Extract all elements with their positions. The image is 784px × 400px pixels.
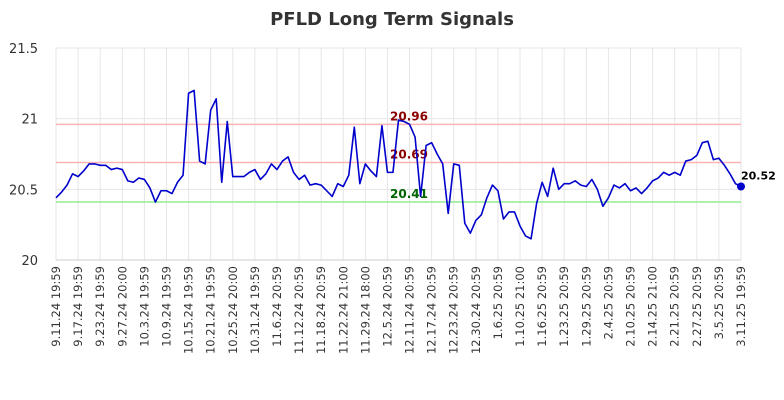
x-tick-label: 12.23.24 20:59: [447, 266, 461, 354]
x-tick-label: 11.6.24 20:59: [270, 266, 284, 347]
x-tick-label: 11.29.24 18:00: [358, 266, 372, 354]
grid-lines: [55, 47, 742, 261]
series-line: [55, 89, 742, 240]
x-tick-label: 10.31.24 19:59: [248, 266, 262, 354]
x-tick-label: 2.14.25 21:00: [646, 266, 660, 347]
y-tick-label: 20.5: [9, 183, 38, 198]
x-tick-label: 12.11.24 20:59: [403, 266, 417, 354]
x-tick-label: 11.12.24 20:59: [292, 266, 306, 354]
y-tick-label: 20: [21, 254, 38, 269]
last-value-label: 20.52: [741, 170, 776, 183]
x-tick-label: 1.10.25 21:00: [513, 266, 527, 347]
last-point: 20.52: [737, 170, 776, 191]
x-tick-label: 9.23.24 19:59: [93, 266, 107, 347]
signal-level-label: 20.41: [390, 187, 428, 201]
x-tick-label: 12.5.24 20:59: [380, 266, 394, 347]
signal-level-label: 20.69: [390, 147, 428, 161]
x-tick-label: 10.3.24 19:59: [137, 266, 151, 347]
y-tick-label: 21: [21, 113, 38, 128]
y-axis: 20 20.5 21 21.5: [9, 42, 38, 269]
x-tick-label: 9.27.24 20:00: [115, 266, 129, 347]
y-tick-label: 21.5: [9, 42, 38, 57]
x-tick-label: 1.23.25 20:59: [557, 266, 571, 347]
x-tick-label: 9.17.24 19:59: [71, 266, 85, 347]
x-tick-label: 1.29.25 20:59: [579, 266, 593, 347]
chart-title: PFLD Long Term Signals: [270, 9, 514, 30]
x-tick-label: 9.11.24 19:59: [49, 266, 63, 347]
x-tick-label: 10.21.24 19:59: [204, 266, 218, 354]
last-point-marker: [737, 182, 745, 191]
x-tick-label: 10.25.24 20:00: [226, 266, 240, 354]
x-tick-label: 1.6.25 20:59: [491, 266, 505, 339]
x-tick-label: 1.16.25 20:59: [535, 266, 549, 347]
x-tick-label: 2.10.25 20:59: [624, 266, 638, 347]
signal-level-label: 20.96: [390, 109, 428, 123]
x-tick-label: 11.22.24 21:00: [336, 266, 350, 354]
x-tick-label: 10.15.24 19:59: [182, 266, 196, 354]
x-tick-label: 12.30.24 20:59: [469, 266, 483, 354]
x-tick-label: 2.21.25 20:59: [668, 266, 682, 347]
x-tick-label: 2.4.25 20:59: [601, 266, 615, 339]
x-tick-label: 11.18.24 20:59: [314, 266, 328, 354]
x-tick-label: 3.5.25 20:59: [712, 266, 726, 339]
x-axis: 9.11.24 19:59 9.17.24 19:59 9.23.24 19:59 9…: [49, 259, 748, 354]
x-tick-label: 12.17.24 20:59: [425, 266, 439, 354]
x-tick-label: 2.27.25 20:59: [690, 266, 704, 347]
price-series: [55, 89, 742, 240]
x-tick-label: 10.9.24 19:59: [159, 266, 173, 347]
x-tick-label: 3.11.25 19:59: [734, 266, 748, 347]
